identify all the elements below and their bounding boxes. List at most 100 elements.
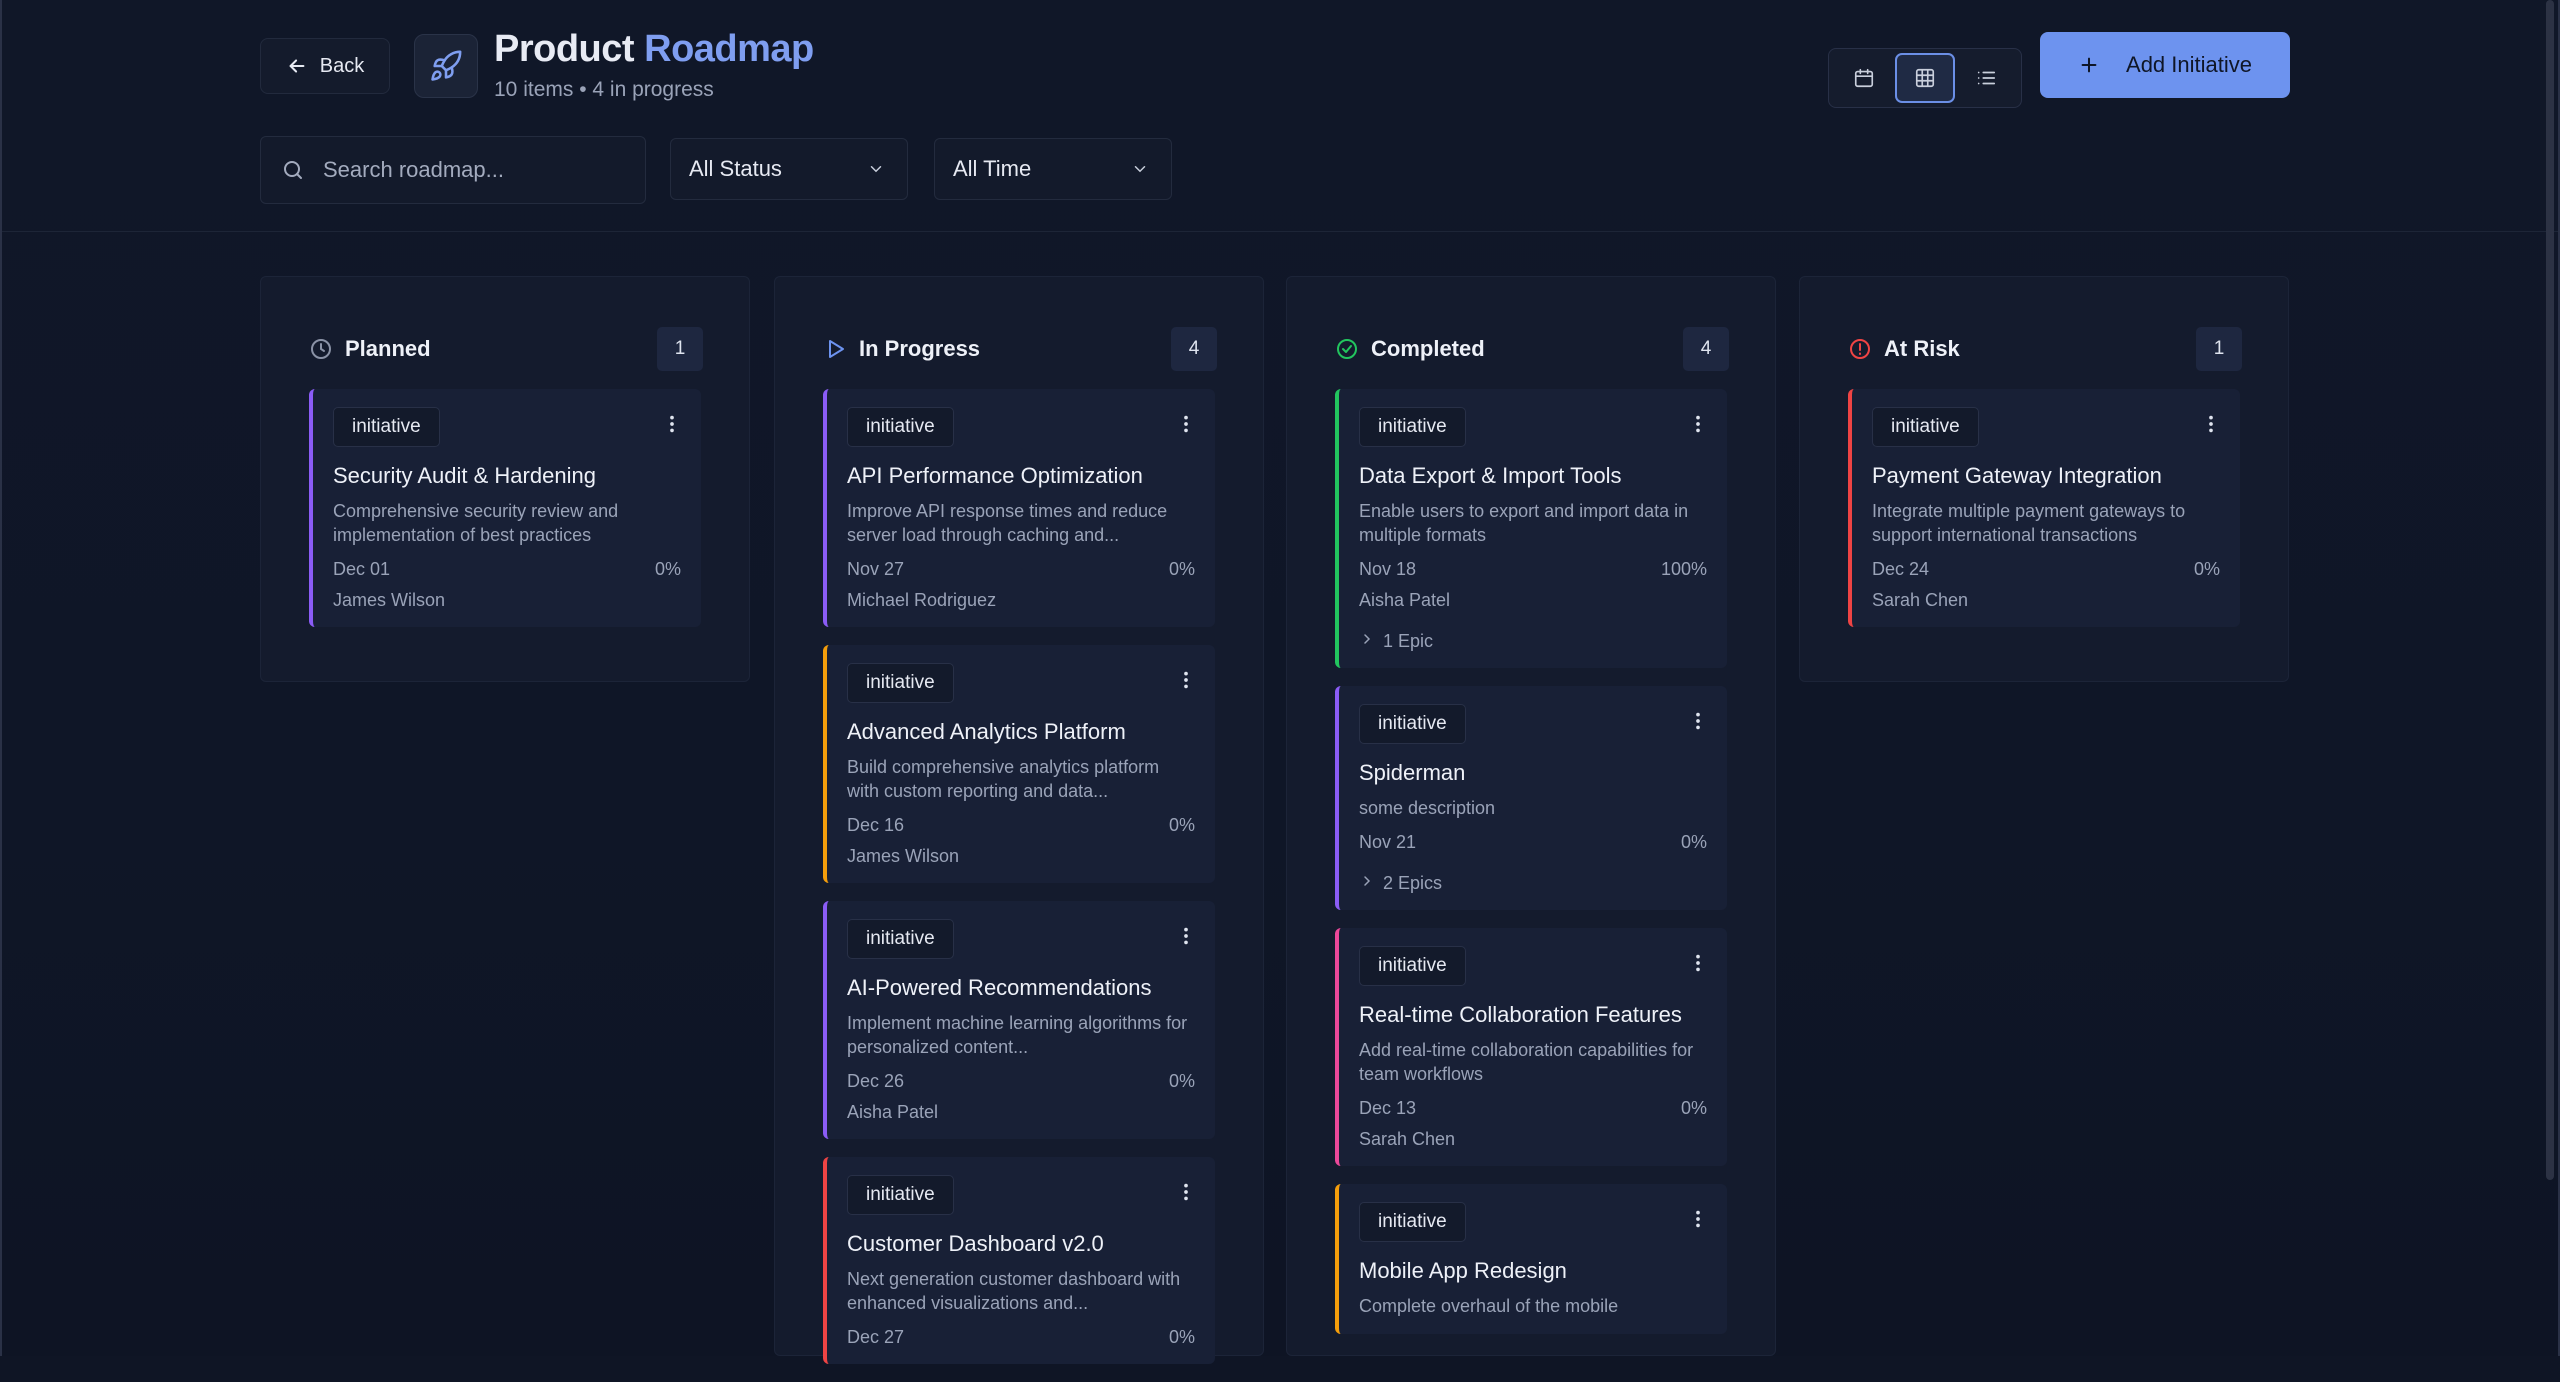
roadmap-card[interactable]: initiative Payment Gateway Integration Int…: [1848, 389, 2240, 627]
column-header: At Risk 1: [1848, 327, 2242, 371]
card-progress: 0%: [1680, 832, 1707, 852]
plus-icon: [2081, 57, 2097, 73]
view-toggle: [1828, 48, 2022, 108]
board-view-button[interactable]: [1894, 53, 1955, 103]
type-tag: initiative: [333, 407, 440, 447]
rocket-icon: [414, 34, 478, 98]
card-owner: James Wilson: [847, 846, 960, 866]
type-tag: initiative: [1359, 1202, 1466, 1242]
more-options-icon[interactable]: [661, 413, 683, 435]
roadmap-card[interactable]: initiative Data Export & Import Tools Enab…: [1335, 389, 1727, 668]
add-initiative-button[interactable]: Add Initiative: [2040, 32, 2290, 98]
roadmap-card[interactable]: initiative Advanced Analytics Platform Bui…: [823, 645, 1215, 883]
card-date: Dec 27: [847, 1327, 905, 1347]
card-date: Nov 27: [847, 559, 905, 579]
card-meta-row: Dec 27 0%: [847, 1327, 1195, 1348]
card-description: some description: [1359, 798, 1496, 818]
column-count-badge: 1: [657, 327, 703, 371]
card-meta-row: Nov 21 0%: [1359, 832, 1707, 853]
card-list: initiative Data Export & Import Tools Enab…: [1335, 389, 1727, 1352]
card-owner: Sarah Chen: [1872, 590, 1969, 610]
card-date: Dec 13: [1359, 1098, 1417, 1118]
card-progress: 0%: [654, 559, 681, 579]
more-options-icon[interactable]: [1687, 1208, 1709, 1230]
card-progress: 0%: [1168, 1071, 1195, 1091]
calendar-view-button[interactable]: [1834, 53, 1894, 103]
epic-count: 2 Epics: [1383, 873, 1443, 893]
column-at-risk: At Risk 1 initiative Payment Gateway Integr…: [1799, 276, 2289, 682]
column-planned: Planned 1 initiative Security Audit & Harde…: [260, 276, 750, 682]
card-meta-row: Dec 01 0%: [333, 559, 681, 580]
card-owner: Aisha Patel: [1359, 590, 1451, 610]
page-title-word-1: Product: [494, 28, 635, 70]
card-meta-row: Dec 24 0%: [1872, 559, 2220, 580]
card-meta-row: Nov 18 100%: [1359, 559, 1707, 580]
column-count-badge: 4: [1683, 327, 1729, 371]
alert-circle-icon: [1848, 337, 1872, 361]
column-count-badge: 1: [2196, 327, 2242, 371]
column-in-progress: In Progress 4 initiative API Performance Op…: [774, 276, 1264, 1364]
more-options-icon[interactable]: [1175, 925, 1197, 947]
more-options-icon[interactable]: [1687, 952, 1709, 974]
card-date: Dec 01: [333, 559, 391, 579]
more-options-icon[interactable]: [2200, 413, 2222, 435]
chevron-right-icon: [1359, 873, 1375, 894]
page-subtitle: 10 items • 4 in progress: [494, 78, 714, 101]
card-description: Integrate multiple payment gateways to s…: [1872, 501, 2186, 545]
card-owner: Sarah Chen: [1359, 1129, 1456, 1149]
add-initiative-label: Add Initiative: [2126, 52, 2252, 77]
check-circle-icon: [1335, 337, 1359, 361]
card-progress: 0%: [2193, 559, 2220, 579]
column-header: Completed 4: [1335, 327, 1729, 371]
card-date: Nov 18: [1359, 559, 1417, 579]
list-view-button[interactable]: [1956, 53, 2016, 103]
time-filter-select[interactable]: All Time: [934, 138, 1172, 200]
type-tag: initiative: [1359, 704, 1466, 744]
more-options-icon[interactable]: [1175, 669, 1197, 691]
type-tag: initiative: [1872, 407, 1979, 447]
status-filter-select[interactable]: All Status: [670, 138, 908, 200]
more-options-icon[interactable]: [1175, 413, 1197, 435]
type-tag: initiative: [1359, 946, 1466, 986]
card-description: Next generation customer dashboard with …: [847, 1269, 1181, 1313]
back-button-label: Back: [319, 54, 365, 77]
chevron-down-icon: [870, 166, 882, 173]
column-count-badge: 4: [1171, 327, 1217, 371]
roadmap-card[interactable]: initiative API Performance Optimization Im…: [823, 389, 1215, 627]
roadmap-card[interactable]: initiative Customer Dashboard v2.0 Next ge…: [823, 1157, 1215, 1364]
card-meta-row: Dec 13 0%: [1359, 1098, 1707, 1119]
play-icon: [823, 337, 847, 361]
roadmap-card[interactable]: initiative Real-time Collaboration Featur…: [1335, 928, 1727, 1166]
roadmap-card[interactable]: initiative Mobile App Redesign Complete ov…: [1335, 1184, 1727, 1334]
search-input[interactable]: [323, 157, 623, 183]
epic-toggle[interactable]: 1 Epic: [1359, 631, 1707, 652]
card-progress: 0%: [1168, 1327, 1195, 1347]
card-description: Implement machine learning algorithms fo…: [847, 1013, 1188, 1057]
type-tag: initiative: [847, 663, 954, 703]
more-options-icon[interactable]: [1687, 413, 1709, 435]
grid-icon: [1915, 68, 1935, 88]
more-options-icon[interactable]: [1175, 1181, 1197, 1203]
roadmap-card[interactable]: initiative Security Audit & Hardening Comp…: [309, 389, 701, 627]
page-scrollbar[interactable]: [2546, 0, 2554, 1180]
more-options-icon[interactable]: [1687, 710, 1709, 732]
chevron-down-icon: [1134, 166, 1146, 173]
card-date: Dec 16: [847, 815, 905, 835]
card-owner: Michael Rodriguez: [847, 590, 997, 610]
search-box: [260, 136, 646, 204]
roadmap-card[interactable]: initiative Spiderman some description Nov 2…: [1335, 686, 1727, 910]
card-progress: 0%: [1680, 1098, 1707, 1118]
arrow-left-icon: [289, 59, 305, 73]
roadmap-card[interactable]: initiative AI-Powered Recommendations Impl…: [823, 901, 1215, 1139]
card-title: Customer Dashboard v2.0: [847, 1231, 1104, 1256]
column-title: Completed: [1371, 336, 1485, 361]
back-button[interactable]: Back: [260, 38, 390, 94]
column-completed: Completed 4 initiative Data Export & Import…: [1286, 276, 1776, 1356]
status-filter-value: All Status: [689, 156, 782, 181]
epic-count: 1 Epic: [1383, 631, 1434, 651]
card-progress: 100%: [1660, 559, 1707, 579]
card-title: Real-time Collaboration Features: [1359, 1002, 1682, 1027]
epic-toggle[interactable]: 2 Epics: [1359, 873, 1707, 894]
column-title: At Risk: [1884, 336, 1960, 361]
card-meta-row: Dec 26 0%: [847, 1071, 1195, 1092]
